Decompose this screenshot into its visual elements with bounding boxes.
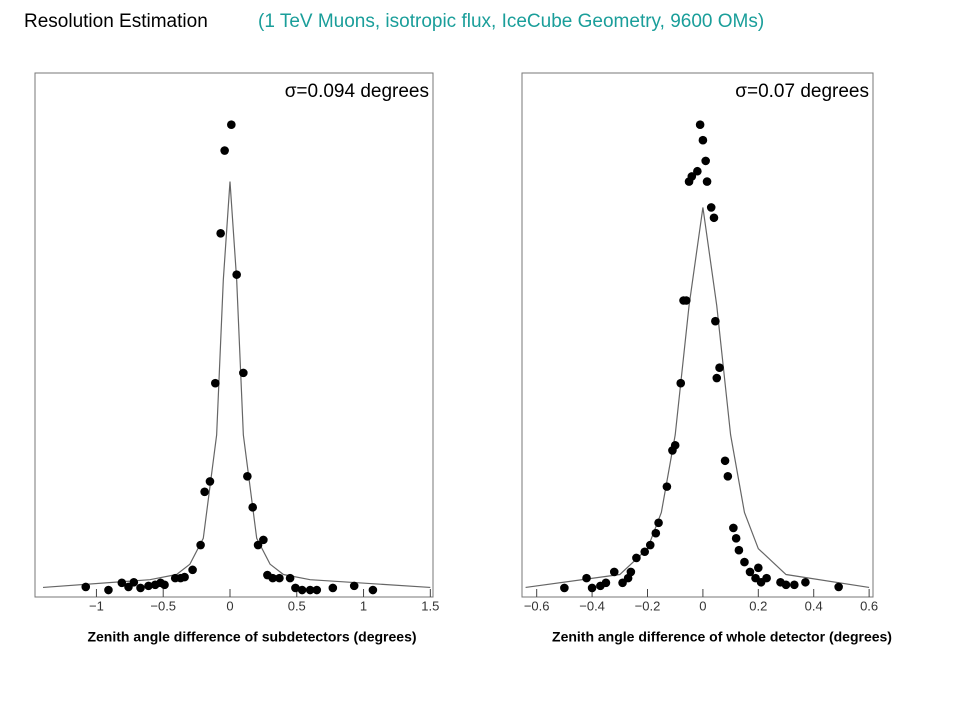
data-point: [754, 563, 763, 573]
x-tick-label: 0.4: [805, 598, 823, 613]
data-point: [645, 540, 655, 550]
plot-frame: [521, 72, 874, 598]
data-point: [662, 482, 672, 491]
data-point: [834, 582, 843, 592]
data-point: [243, 471, 252, 481]
data-point: [220, 146, 229, 155]
x-axis-label: Zenith angle difference of whole detecto…: [552, 629, 892, 645]
data-point: [305, 585, 315, 595]
data-point: [129, 577, 139, 587]
data-point: [670, 440, 680, 450]
sigma-annotation: σ=0.07 degrees: [735, 81, 869, 102]
data-point: [205, 477, 215, 486]
data-point: [632, 553, 641, 563]
fit-curve: [42, 181, 431, 589]
data-point: [790, 580, 799, 590]
data-point: [297, 585, 307, 595]
data-point: [762, 573, 771, 583]
data-point: [291, 583, 300, 593]
data-point: [734, 545, 744, 555]
data-point: [188, 565, 197, 575]
slide-subtitle: (1 TeV Muons, isotropic flux, IceCube Ge…: [258, 11, 764, 32]
data-point: [285, 573, 295, 583]
data-point: [601, 578, 611, 588]
x-tick-label: 0.2: [749, 598, 767, 613]
data-point: [687, 172, 697, 181]
data-point: [651, 528, 661, 538]
data-point: [740, 557, 749, 567]
data-point: [676, 378, 686, 388]
data-point: [160, 580, 169, 590]
slide-title: Resolution Estimation: [24, 11, 208, 32]
data-point: [640, 547, 650, 557]
data-point: [587, 583, 597, 593]
data-point: [117, 578, 127, 588]
data-point: [626, 567, 636, 577]
x-tick-label: −0.5: [150, 598, 176, 613]
x-tick-label: 0.5: [288, 598, 306, 613]
x-tick-label: −0.2: [635, 598, 661, 613]
data-point: [701, 156, 710, 166]
data-point: [709, 213, 719, 223]
data-point: [211, 378, 220, 388]
data-point: [729, 523, 738, 533]
data-point: [239, 368, 248, 378]
x-tick-label: 0.6: [860, 598, 878, 613]
data-point: [745, 567, 755, 577]
data-point: [136, 583, 145, 593]
data-point: [702, 177, 712, 186]
x-tick-label: 0: [699, 598, 706, 613]
data-point: [801, 577, 810, 587]
x-tick-label: −0.6: [524, 598, 550, 613]
data-point: [693, 166, 702, 176]
data-point: [731, 534, 741, 543]
data-point: [328, 583, 338, 593]
x-tick-label: −0.4: [579, 598, 605, 613]
data-point: [312, 585, 322, 595]
x-tick-label: 0: [226, 598, 233, 613]
data-point: [248, 502, 257, 512]
x-axis-label: Zenith angle difference of subdetectors …: [87, 629, 416, 645]
data-point: [216, 228, 225, 238]
fit-curve: [525, 207, 870, 589]
x-tick-label: 1: [360, 598, 367, 613]
data-point: [706, 203, 716, 212]
data-point: [560, 583, 569, 593]
data-point: [712, 373, 722, 383]
data-point: [253, 540, 263, 550]
data-point: [268, 573, 278, 583]
data-point: [582, 573, 591, 583]
data-point: [695, 120, 705, 130]
data-point: [275, 573, 284, 583]
data-point: [368, 585, 378, 595]
data-point: [681, 296, 691, 305]
data-point: [349, 581, 359, 591]
data-point: [781, 580, 791, 590]
sigma-annotation: σ=0.094 degrees: [285, 81, 429, 102]
x-tick-label: 1.5: [421, 598, 439, 613]
data-point: [232, 270, 241, 279]
data-point: [720, 456, 730, 466]
data-point: [180, 572, 189, 582]
data-point: [200, 487, 209, 497]
data-point: [698, 135, 708, 145]
data-point: [715, 363, 724, 373]
data-point: [104, 585, 113, 595]
data-point: [609, 567, 619, 577]
data-point: [711, 316, 720, 326]
x-tick-label: −1: [89, 598, 104, 613]
plot-frame: [34, 72, 434, 598]
data-point: [723, 471, 733, 481]
data-point: [654, 518, 663, 528]
data-point: [81, 582, 91, 592]
data-point: [259, 535, 268, 545]
data-point: [227, 120, 236, 130]
data-point: [196, 540, 205, 550]
data-point: [144, 581, 153, 591]
